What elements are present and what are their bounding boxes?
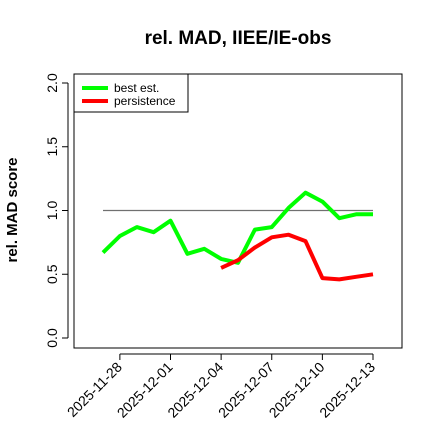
series-line-best-est: [101, 190, 373, 265]
x-axis: 2025-11-282025-12-012025-12-042025-12-07…: [64, 353, 378, 421]
y-tick-label: 2.0: [44, 73, 60, 93]
y-axis-label: rel. MAD score: [4, 157, 21, 262]
y-tick-label: 0.0: [44, 328, 60, 348]
x-tick-label: 2025-12-13: [316, 359, 378, 421]
legend: best est. persistence: [73, 73, 189, 113]
series-line-persistence: [220, 232, 374, 282]
y-tick-label: 0.5: [44, 264, 60, 284]
plot-frame: [73, 73, 403, 349]
legend-label-best-est: best est.: [114, 81, 159, 95]
y-tick-label: 1.0: [44, 201, 60, 221]
y-tick-label: 1.5: [44, 137, 60, 157]
chart-title: rel. MAD, IIEE/IE-obs: [145, 28, 332, 49]
plot-lines: [101, 190, 374, 282]
y-axis: 0.0 0.5 1.0 1.5 2.0: [44, 73, 69, 348]
legend-box: [73, 73, 189, 113]
legend-label-persistence: persistence: [114, 94, 176, 108]
